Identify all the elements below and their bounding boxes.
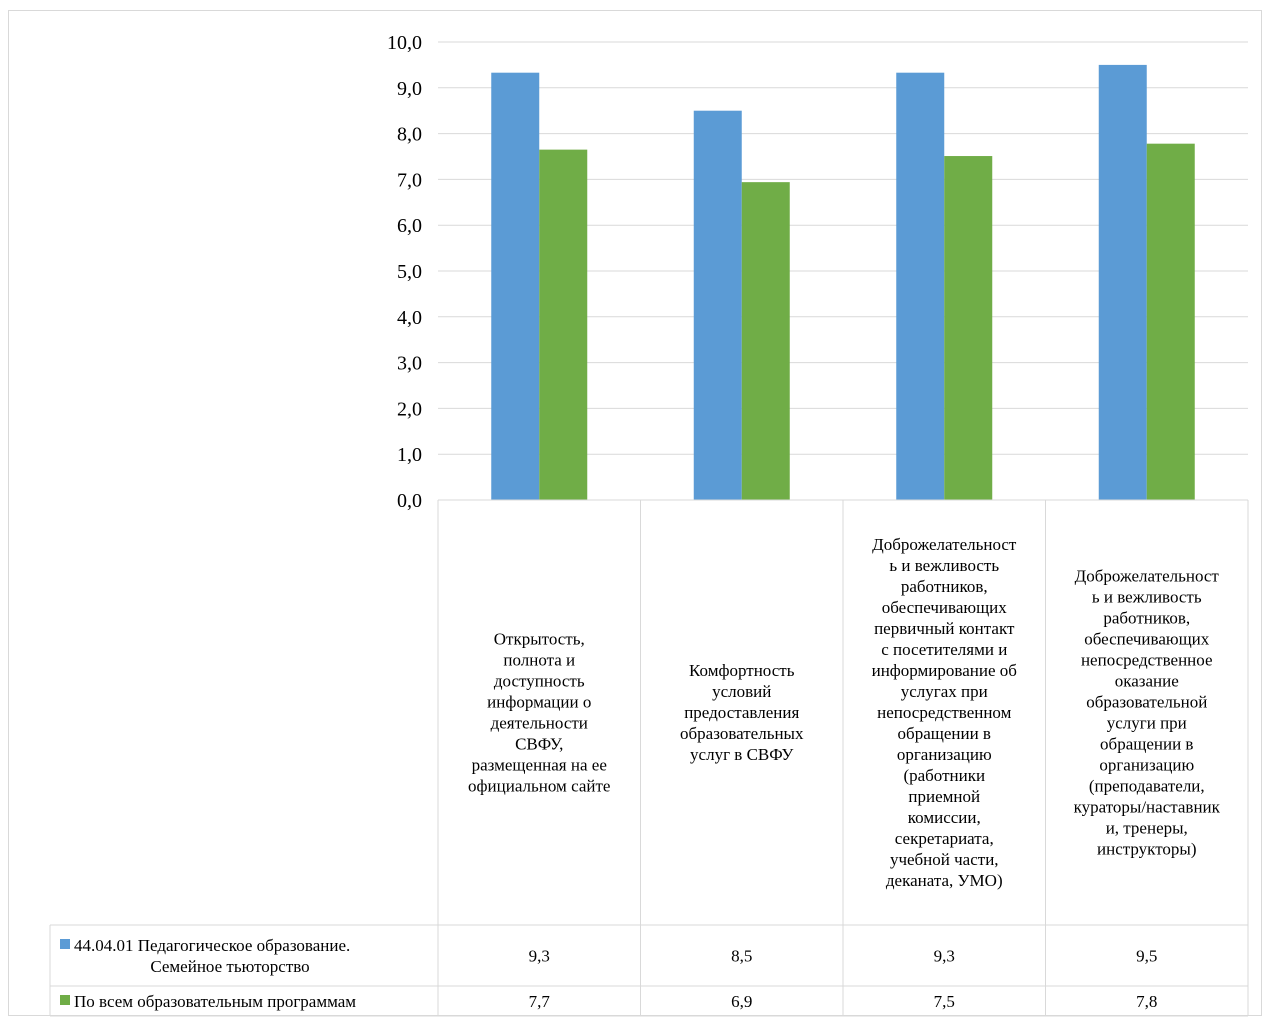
y-tick-label: 1,0: [397, 444, 422, 466]
y-tick-label: 2,0: [397, 398, 422, 420]
category-label: кураторы/наставник: [1074, 798, 1221, 817]
category-label: официальном сайте: [468, 777, 610, 796]
category-label: услуги при: [1107, 714, 1187, 733]
y-tick-label: 4,0: [397, 307, 422, 329]
category-label: полнота и: [503, 651, 575, 670]
y-tick-label: 8,0: [397, 124, 422, 146]
y-tick-label: 10,0: [387, 32, 422, 54]
category-label: непосредственном: [877, 703, 1011, 722]
y-tick-label: 6,0: [397, 215, 422, 237]
category-label: образовательной: [1086, 693, 1207, 712]
legend-label: 44.04.01 Педагогическое образование.: [74, 936, 350, 955]
category-label: обращении в: [1100, 735, 1193, 754]
category-label: информирование об: [872, 661, 1017, 680]
category-label: учебной части,: [890, 850, 999, 869]
bar-all-programs: [1146, 143, 1195, 500]
legend-marker: [60, 995, 70, 1005]
category-label: образовательных: [680, 724, 804, 743]
category-label: приемной: [908, 787, 980, 806]
category-label: информации о: [487, 693, 591, 712]
category-label: доступность: [494, 672, 585, 691]
category-label: Открытость,: [494, 630, 585, 649]
category-label: оказание: [1115, 672, 1179, 691]
bar-program: [1098, 64, 1147, 501]
y-tick-label: 7,0: [397, 169, 422, 191]
category-label: работников,: [1103, 609, 1190, 628]
data-label: 6,9: [731, 992, 752, 1011]
category-label: (работники: [903, 766, 985, 785]
category-label: ь и вежливость: [889, 556, 999, 575]
data-label: 7,5: [934, 992, 955, 1011]
y-tick-label: 0,0: [397, 490, 422, 512]
category-label: работников,: [901, 577, 988, 596]
data-label: 9,3: [934, 947, 955, 966]
category-label: непосредственное: [1081, 651, 1213, 670]
y-tick-label: 3,0: [397, 353, 422, 375]
data-label: 9,5: [1136, 947, 1157, 966]
y-tick-label: 9,0: [397, 78, 422, 100]
category-label: организацию: [897, 745, 992, 764]
category-label: деканата, УМО): [886, 871, 1003, 890]
data-label: 8,5: [731, 947, 752, 966]
bar-all-programs: [539, 149, 588, 500]
bar-program: [491, 72, 540, 500]
category-label: секретариата,: [895, 829, 994, 848]
category-label: ь и вежливость: [1092, 588, 1202, 607]
category-label: предоставления: [684, 703, 799, 722]
category-label: услуг в СВФУ: [690, 745, 794, 764]
category-label: обеспечивающих: [882, 598, 1008, 617]
legend-label: По всем образовательным программам: [74, 992, 356, 1011]
category-label: организацию: [1099, 756, 1194, 775]
category-label: условий: [712, 682, 771, 701]
category-label: инструкторы): [1097, 840, 1196, 859]
bar-program: [896, 72, 945, 500]
bar-program: [693, 110, 742, 500]
bar-all-programs: [944, 156, 993, 501]
category-label: обеспечивающих: [1084, 630, 1210, 649]
category-label: и, тренеры,: [1106, 819, 1188, 838]
category-label: комиссии,: [908, 808, 981, 827]
data-label: 7,8: [1136, 992, 1157, 1011]
category-label: обращении в: [898, 724, 991, 743]
category-label: Комфортность: [689, 661, 795, 680]
data-label: 9,3: [529, 947, 550, 966]
legend-label: Семейное тьюторство: [150, 957, 309, 976]
bar-all-programs: [741, 182, 790, 500]
category-label: Доброжелательност: [872, 535, 1017, 554]
category-label: с посетителями и: [881, 640, 1007, 659]
data-label: 7,7: [529, 992, 551, 1011]
category-label: деятельности: [491, 714, 588, 733]
category-label: размещенная на ее: [472, 756, 607, 775]
legend-marker: [60, 939, 70, 949]
category-label: первичный контакт: [874, 619, 1015, 638]
category-label: услугах при: [901, 682, 988, 701]
category-label: (преподаватели,: [1089, 777, 1205, 796]
category-label: СВФУ,: [515, 735, 563, 754]
y-tick-label: 5,0: [397, 261, 422, 283]
category-label: Доброжелательност: [1075, 567, 1220, 586]
